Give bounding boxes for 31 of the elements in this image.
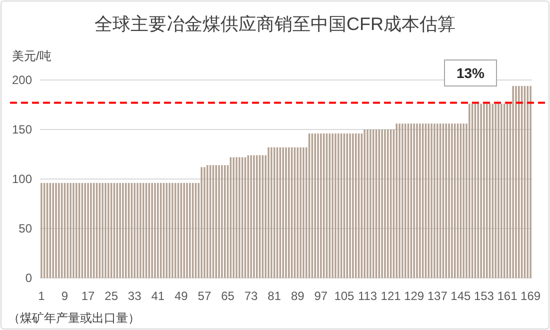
x-tick-label: 17	[81, 289, 96, 303]
chart-title: 全球主要冶金煤供应商销至中国CFR成本估算	[94, 14, 456, 34]
x-tick-label: 105	[334, 289, 355, 303]
x-axis-title: （煤矿年产量或出口量）	[8, 311, 140, 325]
y-tick-label: 50	[18, 222, 32, 236]
x-tick-label: 89	[290, 289, 305, 303]
y-tick-label: 100	[12, 172, 32, 186]
y-tick-label: 0	[25, 271, 32, 285]
x-tick-label: 57	[198, 289, 212, 303]
x-tick-label: 113	[358, 289, 378, 303]
y-tick-label: 150	[12, 122, 32, 136]
y-tick-label: 200	[12, 73, 32, 87]
x-tick-label: 153	[474, 289, 494, 303]
x-tick-label: 33	[128, 289, 142, 303]
x-tick-label: 73	[244, 289, 258, 303]
x-tick-label: 145	[450, 289, 472, 303]
x-tick-label: 25	[104, 289, 118, 303]
x-tick-label: 65	[221, 289, 235, 303]
x-tick-label: 81	[268, 289, 282, 303]
x-tick-label: 1	[38, 289, 46, 303]
x-tick-label: 121	[380, 289, 402, 303]
x-tick-label: 9	[61, 289, 68, 303]
x-tick-label: 161	[497, 289, 518, 303]
x-tick-label: 129	[404, 289, 424, 303]
annotation: 13%	[456, 65, 486, 81]
x-tick-label: 97	[314, 289, 328, 303]
x-tick-label: 49	[174, 289, 188, 303]
y-axis-title: 美元/吨	[12, 49, 52, 63]
x-tick-label: 41	[151, 289, 165, 303]
x-tick-label: 137	[427, 289, 448, 303]
x-tick-label: 169	[520, 289, 541, 303]
